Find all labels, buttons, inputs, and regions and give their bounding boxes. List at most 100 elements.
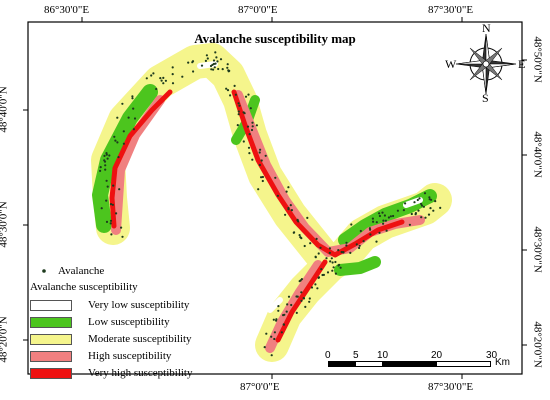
avalanche-point <box>206 57 209 60</box>
avalanche-point <box>106 157 109 160</box>
compass-n: N <box>482 21 491 35</box>
avalanche-point <box>225 87 228 90</box>
avalanche-point <box>389 215 392 218</box>
avalanche-point <box>286 303 289 306</box>
avalanche-point <box>191 60 195 63</box>
map-title: Avalanche susceptibility map <box>194 31 356 46</box>
avalanche-point <box>337 249 340 252</box>
avalanche-point <box>277 305 280 308</box>
avalanche-point <box>150 74 153 77</box>
avalanche-point <box>212 68 215 71</box>
avalanche-point <box>317 252 320 255</box>
avalanche-point <box>160 79 163 82</box>
avalanche-point <box>181 75 184 78</box>
avalanche-point <box>209 64 213 68</box>
avalanche-point <box>432 209 435 212</box>
avalanche-point <box>246 125 250 128</box>
avalanche-point <box>99 169 102 172</box>
avalanche-point <box>350 223 353 226</box>
avalanche-point <box>162 76 165 79</box>
avalanche-point <box>402 209 405 212</box>
avalanche-point <box>122 142 125 145</box>
avalanche-point <box>345 244 348 247</box>
avalanche-point <box>114 139 117 142</box>
avalanche-point <box>331 269 334 272</box>
avalanche-point <box>424 216 427 219</box>
avalanche-point <box>250 128 254 132</box>
avalanche-point <box>111 203 114 206</box>
avalanche-point <box>284 213 287 216</box>
avalanche-point <box>404 202 407 205</box>
avalanche-point <box>300 291 303 294</box>
avalanche-point <box>248 133 251 136</box>
avalanche-point <box>233 84 236 87</box>
avalanche-point <box>100 207 103 210</box>
avalanche-point <box>434 200 437 203</box>
avalanche-point <box>387 216 390 219</box>
avalanche-point <box>226 63 229 66</box>
avalanche-point <box>277 309 280 312</box>
avalanche-point <box>289 204 292 207</box>
avalanche-point <box>217 67 220 71</box>
avalanche-point <box>215 56 218 59</box>
avalanche-point <box>378 214 381 218</box>
avalanche-point <box>355 243 358 246</box>
avalanche-point <box>283 313 286 316</box>
avalanche-point <box>265 332 268 335</box>
top-tick-label: 87°30'0"E <box>428 4 474 16</box>
avalanche-point <box>192 70 195 73</box>
avalanche-point <box>328 251 331 254</box>
avalanche-point <box>309 242 312 245</box>
avalanche-point <box>378 231 381 234</box>
avalanche-point <box>261 175 264 179</box>
frame-ticks <box>23 17 527 379</box>
avalanche-point <box>255 124 258 127</box>
left-tick-label: 48°20'0"N <box>0 316 10 363</box>
avalanche-point <box>375 221 378 224</box>
scale-bar-graphic <box>328 361 491 367</box>
avalanche-point <box>418 197 421 200</box>
avalanche-point <box>104 164 107 167</box>
avalanche-point <box>213 66 216 69</box>
avalanche-point <box>358 246 361 250</box>
avalanche-point <box>164 79 167 82</box>
avalanche-point <box>287 208 290 211</box>
avalanche-point <box>315 237 318 240</box>
avalanche-point <box>427 213 431 216</box>
avalanche-point <box>131 97 134 100</box>
avalanche-point <box>121 102 124 105</box>
avalanche-point <box>349 251 352 254</box>
avalanche-point <box>316 287 319 290</box>
avalanche-point <box>314 255 317 258</box>
zone-very-high <box>109 89 405 343</box>
avalanche-point <box>115 212 118 215</box>
avalanche-point <box>105 220 109 223</box>
avalanche-point <box>314 283 317 286</box>
avalanche-point <box>292 231 295 234</box>
legend-label: Very high susceptibility <box>88 367 193 379</box>
avalanche-point <box>247 146 251 149</box>
avalanche-point <box>280 331 283 334</box>
avalanche-point <box>155 87 158 91</box>
compass-e: E <box>518 57 526 71</box>
avalanche-point <box>345 241 348 244</box>
avalanche-point <box>127 116 130 119</box>
avalanche-point <box>237 110 240 113</box>
avalanche-point <box>270 335 273 338</box>
avalanche-point <box>104 168 107 171</box>
legend-label: Low susceptibility <box>88 316 170 328</box>
avalanche-point <box>116 116 119 119</box>
avalanche-point <box>420 216 423 219</box>
avalanche-point <box>236 124 239 127</box>
avalanche-point <box>319 246 322 249</box>
avalanche-point <box>382 219 385 222</box>
avalanche-point <box>258 151 261 154</box>
avalanche-point <box>320 268 323 271</box>
avalanche-point <box>332 266 335 269</box>
avalanche-point <box>264 154 267 157</box>
avalanche-point <box>109 203 113 206</box>
avalanche-point <box>204 59 207 63</box>
avalanche-point <box>439 206 442 209</box>
avalanche-point <box>423 192 427 195</box>
avalanche-point <box>410 212 413 216</box>
